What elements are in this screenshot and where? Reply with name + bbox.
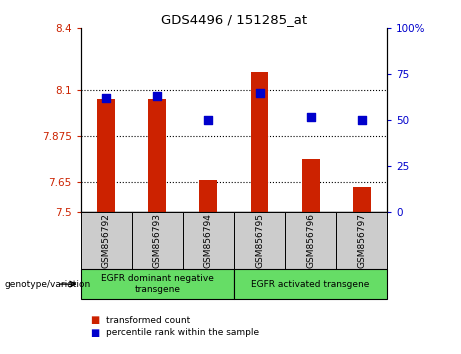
Bar xyxy=(234,212,285,269)
Bar xyxy=(251,72,268,212)
Title: GDS4496 / 151285_at: GDS4496 / 151285_at xyxy=(161,13,307,26)
Bar xyxy=(200,180,217,212)
Text: GSM856795: GSM856795 xyxy=(255,213,264,268)
Text: GSM856794: GSM856794 xyxy=(204,213,213,268)
Bar xyxy=(81,212,132,269)
Bar xyxy=(132,212,183,269)
Bar xyxy=(285,212,336,269)
Text: GSM856797: GSM856797 xyxy=(357,213,366,268)
Bar xyxy=(234,269,387,299)
Point xyxy=(358,118,366,123)
Text: genotype/variation: genotype/variation xyxy=(5,280,91,289)
Bar xyxy=(148,99,166,212)
Bar xyxy=(97,99,115,212)
Text: EGFR dominant negative
transgene: EGFR dominant negative transgene xyxy=(101,274,214,294)
Text: ■: ■ xyxy=(90,315,99,325)
Point xyxy=(307,114,314,120)
Point xyxy=(205,118,212,123)
Text: transformed count: transformed count xyxy=(106,316,190,325)
Point xyxy=(154,93,161,99)
Bar xyxy=(81,269,234,299)
Text: EGFR activated transgene: EGFR activated transgene xyxy=(251,280,370,289)
Point xyxy=(102,96,110,101)
Bar xyxy=(183,212,234,269)
Text: percentile rank within the sample: percentile rank within the sample xyxy=(106,328,259,337)
Point xyxy=(256,90,263,96)
Text: GSM856796: GSM856796 xyxy=(306,213,315,268)
Text: ■: ■ xyxy=(90,328,99,338)
Bar xyxy=(301,159,319,212)
Bar xyxy=(336,212,387,269)
Bar xyxy=(353,187,371,212)
Text: GSM856793: GSM856793 xyxy=(153,213,162,268)
Text: GSM856792: GSM856792 xyxy=(102,213,111,268)
